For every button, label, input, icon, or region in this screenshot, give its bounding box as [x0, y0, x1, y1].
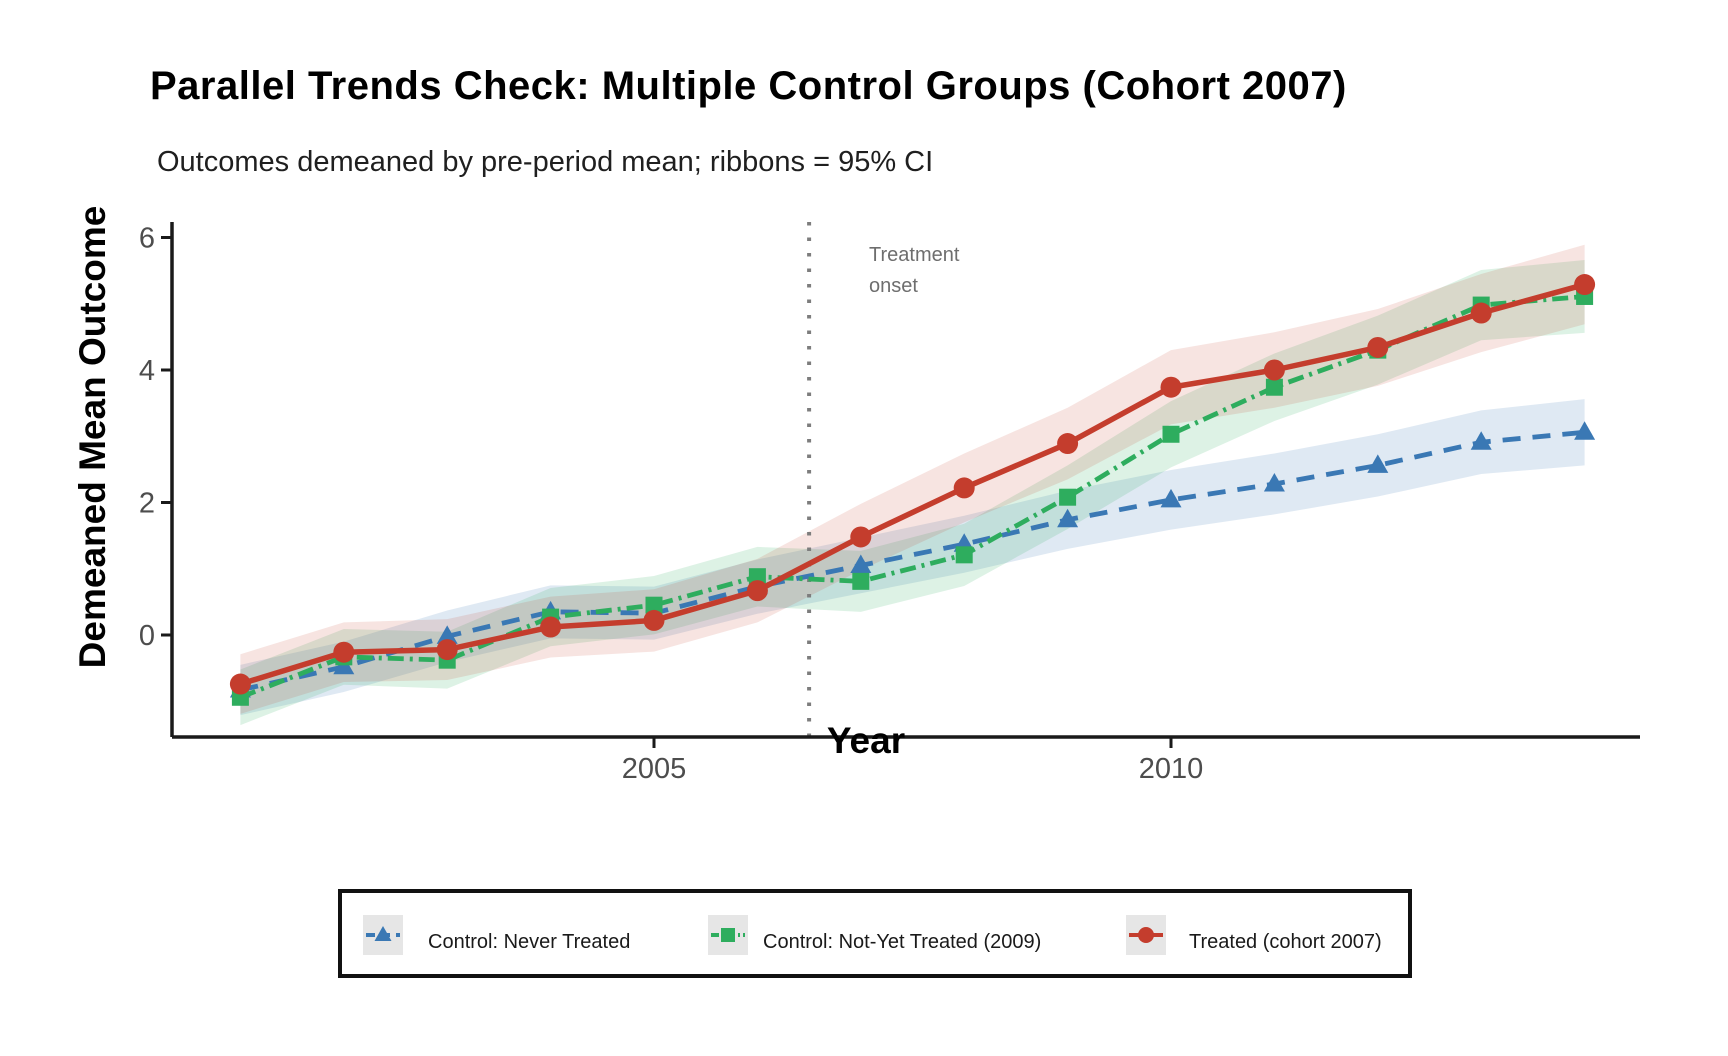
marker-triangle-control-never-treated	[1160, 488, 1182, 508]
marker-triangle-control-never-treated	[436, 625, 458, 644]
circle-marker-icon	[1129, 927, 1163, 943]
marker-circle-treated-cohort-2007	[436, 639, 458, 661]
marker-circle-treated-cohort-2007	[540, 616, 562, 638]
marker-triangle-control-never-treated	[1574, 421, 1596, 440]
annotation-line-2: onset	[869, 275, 918, 297]
triangle-marker-icon	[366, 926, 400, 941]
legend-key-triangle	[374, 926, 392, 941]
legend-key-not-yet-treated	[708, 915, 748, 955]
square-marker-icon	[711, 928, 745, 942]
marker-circle-treated-cohort-2007	[746, 580, 768, 602]
y-tick-label: 4	[139, 355, 155, 387]
marker-triangle-control-never-treated	[1367, 454, 1389, 473]
marker-square-control-not-yet-treated-2009	[748, 568, 766, 586]
marker-square-control-not-yet-treated-2009	[1059, 488, 1077, 506]
chart-subtitle: Outcomes demeaned by pre-period mean; ri…	[157, 146, 934, 178]
annotation-line-1: Treatment	[869, 244, 960, 266]
legend-box	[338, 889, 1412, 978]
ci-ribbon-treated-cohort-2007	[240, 244, 1585, 714]
marker-circle-treated-cohort-2007	[1263, 359, 1285, 381]
marker-circle-treated-cohort-2007	[1574, 274, 1596, 296]
series-line-control-not-yet-treated-2009	[239, 294, 1585, 700]
x-tick-label: 2005	[622, 753, 687, 785]
x-axis-title: Year	[826, 720, 906, 761]
marker-triangle-control-never-treated	[1057, 508, 1079, 528]
marker-triangle-control-never-treated	[1263, 472, 1285, 492]
marker-square-control-not-yet-treated-2009	[1162, 425, 1180, 443]
legend-label-treated: Treated (cohort 2007)	[1189, 931, 1382, 953]
marker-circle-treated-cohort-2007	[953, 477, 975, 499]
y-tick-label: 2	[139, 488, 155, 520]
x-tick-label: 2010	[1139, 753, 1204, 785]
y-tick-label: 6	[139, 223, 155, 255]
y-tick-label: 0	[139, 620, 155, 652]
marker-square-control-not-yet-treated-2009	[852, 572, 870, 590]
marker-square-control-not-yet-treated-2009	[1265, 378, 1283, 396]
marker-square-control-not-yet-treated-2009	[645, 596, 663, 614]
marker-triangle-control-never-treated	[850, 554, 872, 573]
marker-triangle-control-never-treated	[1470, 431, 1492, 450]
marker-circle-treated-cohort-2007	[333, 641, 355, 663]
chart-title: Parallel Trends Check: Multiple Control …	[150, 64, 1347, 108]
treatment-onset-annotation: Treatment onset	[869, 240, 959, 302]
legend-key-never-treated	[363, 915, 403, 955]
legend-key-square	[721, 928, 735, 942]
legend-key-treated	[1126, 915, 1166, 955]
legend-key-circle	[1138, 927, 1154, 943]
marker-circle-treated-cohort-2007	[1160, 376, 1182, 398]
series-line-treated-cohort-2007	[239, 281, 1586, 687]
legend-label-not-yet-treated: Control: Not-Yet Treated (2009)	[763, 931, 1042, 953]
series-line-control-never-treated	[239, 429, 1585, 693]
marker-circle-treated-cohort-2007	[1470, 302, 1492, 324]
ci-ribbon-control-never-treated	[240, 399, 1585, 716]
marker-square-control-not-yet-treated-2009	[955, 546, 973, 564]
marker-circle-treated-cohort-2007	[1057, 433, 1079, 455]
marker-circle-treated-cohort-2007	[1367, 336, 1389, 358]
marker-circle-treated-cohort-2007	[850, 526, 872, 548]
marker-circle-treated-cohort-2007	[229, 673, 251, 695]
legend-label-never-treated: Control: Never Treated	[428, 931, 631, 953]
marker-circle-treated-cohort-2007	[643, 609, 665, 631]
